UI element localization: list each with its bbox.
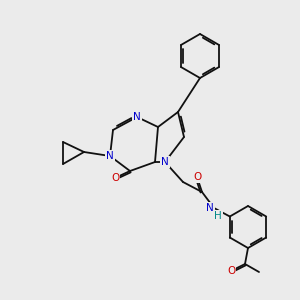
Text: O: O xyxy=(193,172,201,182)
Text: O: O xyxy=(111,173,119,183)
Text: O: O xyxy=(227,266,235,276)
Text: H: H xyxy=(214,211,222,221)
Text: N: N xyxy=(133,112,141,122)
Text: N: N xyxy=(106,151,114,161)
Text: N: N xyxy=(161,157,169,167)
Text: N: N xyxy=(206,203,214,213)
